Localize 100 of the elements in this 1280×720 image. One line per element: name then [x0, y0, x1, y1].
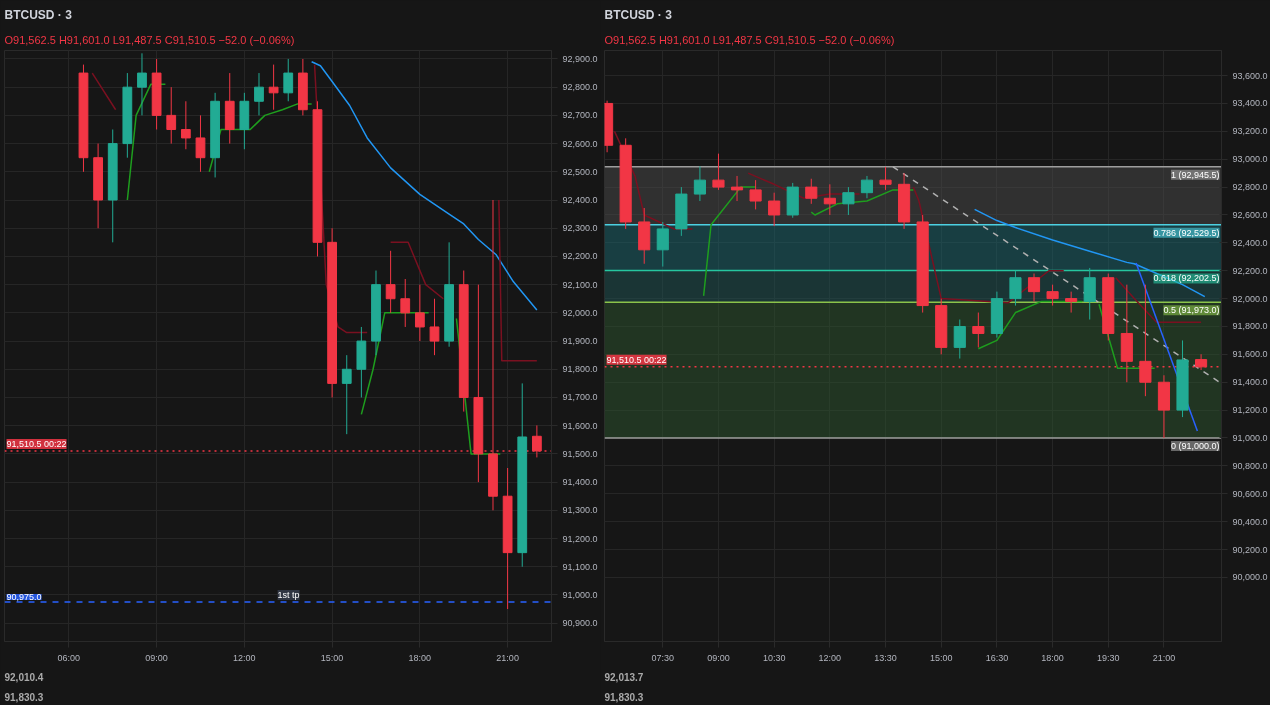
- candlestick: [254, 72, 264, 116]
- candlestick: [341, 354, 352, 435]
- y-tick-label: 91,800.0: [562, 364, 598, 375]
- annotation: 1st tp: [277, 590, 300, 601]
- candlestick: [768, 192, 781, 227]
- ref-line-label: 91,510.5 00:22: [606, 354, 667, 365]
- y-tick-label: 90,900.0: [562, 618, 598, 629]
- x-tick-label: 09:00: [707, 652, 730, 663]
- y-tick-label: 92,500.0: [562, 166, 598, 177]
- candlestick: [749, 179, 762, 210]
- text: 91,830.3: [4, 691, 44, 703]
- y-tick-label: 92,000.0: [1232, 293, 1268, 304]
- ref-line-label: 91,510.5 00:22: [6, 438, 67, 449]
- y-tick-label: 91,900.0: [562, 336, 598, 347]
- x-tick-label: 18:00: [408, 652, 432, 663]
- x-tick-label: 18:00: [1041, 652, 1064, 663]
- y-tick-label: 91,600.0: [1232, 349, 1268, 360]
- x-tick-label: 15:00: [929, 652, 953, 663]
- candlestick: [166, 86, 177, 145]
- ref-line-label: 0.618 (92,202.5): [1153, 273, 1220, 284]
- y-tick-label: 92,400.0: [562, 195, 598, 206]
- candlestick: [1027, 273, 1041, 302]
- y-tick-label: 91,500.0: [562, 448, 598, 459]
- y-tick-label: 91,100.0: [562, 561, 598, 572]
- y-tick-label: 90,000.0: [1232, 572, 1268, 583]
- candlestick: [385, 250, 396, 314]
- candlestick: [712, 153, 725, 191]
- y-tick-label: 92,700.0: [562, 110, 598, 121]
- candlestick: [180, 100, 191, 150]
- chart-title: BTCUSD · 3: [4, 7, 73, 22]
- y-tick-label: 91,400.0: [1232, 377, 1268, 388]
- candlestick: [137, 52, 147, 116]
- candlestick: [823, 183, 836, 216]
- y-tick-label: 92,600.0: [1232, 209, 1268, 220]
- y-tick-label: 92,200.0: [562, 251, 598, 262]
- text: 92,010.4: [4, 671, 44, 683]
- x-tick-label: 13:30: [874, 652, 897, 663]
- candlestick: [1083, 267, 1096, 321]
- candlestick: [842, 186, 855, 216]
- candlestick: [972, 312, 985, 348]
- x-tick-label: 10:30: [762, 652, 786, 663]
- y-tick-label: 91,400.0: [562, 477, 598, 488]
- y-tick-label: 92,300.0: [562, 223, 598, 234]
- y-tick-label: 91,600.0: [562, 420, 598, 431]
- y-tick-label: 93,400.0: [1232, 98, 1268, 109]
- x-tick-label: 15:00: [320, 652, 344, 663]
- x-tick-label: 09:00: [145, 652, 168, 663]
- text: 92,013.7: [604, 671, 644, 683]
- y-tick-label: 92,800.0: [1232, 182, 1268, 193]
- candlestick: [953, 319, 966, 360]
- y-tick-label: 91,200.0: [562, 533, 598, 544]
- text: 91,830.3: [604, 691, 644, 703]
- ref-line-label: 0.5 (91,973.0): [1163, 305, 1220, 316]
- y-tick-label: 92,600.0: [562, 138, 598, 149]
- y-tick-label: 91,700.0: [562, 392, 598, 403]
- x-tick-label: 12:00: [233, 652, 256, 663]
- x-tick-label: 19:30: [1097, 652, 1120, 663]
- x-tick-label: 21:00: [1152, 652, 1176, 663]
- x-tick-label: 12:00: [818, 652, 842, 663]
- y-tick-label: 90,400.0: [1232, 516, 1268, 527]
- candlestick: [693, 165, 706, 202]
- ref-line-label: 0.786 (92,529.5): [1153, 227, 1220, 238]
- ref-line-label: 1 (92,945.5): [1170, 169, 1220, 180]
- candlestick: [730, 175, 744, 202]
- y-tick-label: 92,900.0: [562, 53, 598, 64]
- y-tick-label: 91,300.0: [562, 505, 598, 516]
- candlestick: [283, 58, 294, 102]
- y-tick-label: 90,200.0: [1232, 544, 1268, 555]
- y-tick-label: 92,200.0: [1232, 265, 1268, 276]
- y-tick-label: 91,800.0: [1232, 321, 1268, 332]
- candlestick: [1009, 270, 1022, 307]
- y-tick-label: 93,000.0: [1232, 154, 1268, 165]
- ref-line-label: 90,975.0: [6, 592, 42, 603]
- candlestick: [1046, 284, 1059, 307]
- x-tick-label: 06:00: [57, 652, 81, 663]
- x-tick-label: 21:00: [496, 652, 519, 663]
- candlestick: [656, 221, 669, 268]
- candlestick: [1065, 291, 1078, 314]
- y-tick-label: 92,400.0: [1232, 237, 1268, 248]
- ref-line-label: 0 (91,000.0): [1170, 441, 1220, 451]
- candlestick: [400, 278, 411, 328]
- x-tick-label: 07:30: [651, 652, 675, 663]
- candlestick: [429, 298, 440, 356]
- chart-title: BTCUSD · 3: [604, 7, 673, 22]
- candlestick: [414, 284, 425, 342]
- candlestick: [268, 64, 279, 111]
- x-tick-label: 16:30: [985, 652, 1009, 663]
- y-tick-label: 91,000.0: [562, 589, 598, 600]
- chart-subtitle: O91,562.5 H91,601.0 L91,487.5 C91,510.5 −52.0 (−0.06%): [604, 33, 895, 46]
- candlestick: [195, 114, 206, 173]
- candlestick: [879, 166, 892, 191]
- line-series: [310, 61, 538, 311]
- y-tick-label: 92,100.0: [562, 279, 598, 290]
- y-tick-label: 91,200.0: [1232, 405, 1268, 416]
- y-tick-label: 90,800.0: [1232, 460, 1268, 471]
- y-tick-label: 92,000.0: [562, 307, 598, 318]
- candlestick: [805, 178, 818, 205]
- y-tick-label: 91,000.0: [1232, 433, 1268, 443]
- y-tick-label: 93,600.0: [1232, 70, 1268, 81]
- y-tick-label: 92,800.0: [562, 82, 598, 93]
